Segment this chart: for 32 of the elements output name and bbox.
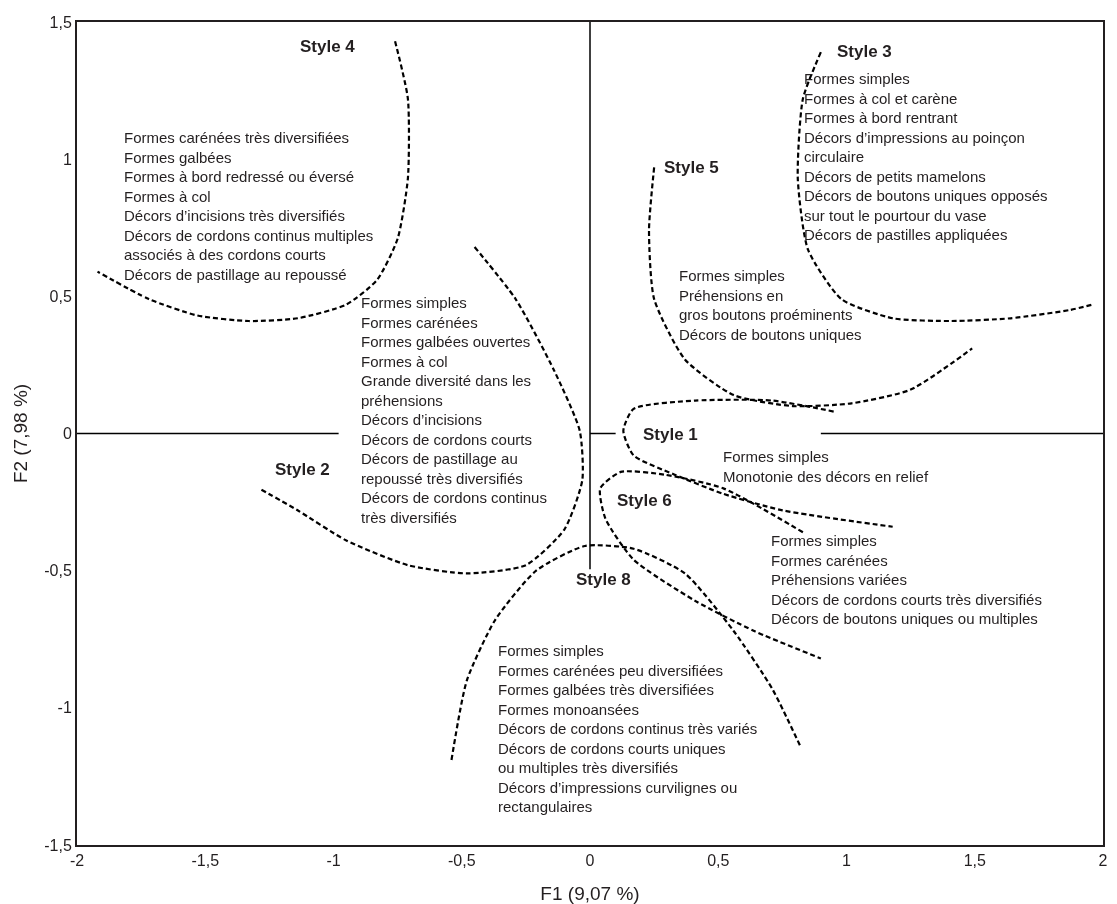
annotation: Style 8 [576,570,631,589]
x-tick-label: 1,5 [963,852,986,870]
y-tick-label: -1 [57,699,72,717]
annotation: Formes carénées très diversifiées Formes galbées Formes à bord redressé ou éversé Formes à col Décors d’incisions très diversifiés Décors de cordons continus multiples associés à des cordons courts Décors de pastillage au repoussé [124,129,374,283]
annotation: Formes simples Monotonie des décors en relief [723,448,929,485]
x-tick-label: 0,5 [707,852,730,870]
annotation: Style 4 [300,37,356,56]
y-tick-label: -0,5 [44,562,72,580]
y-tick-label: 1,5 [49,13,72,31]
y-tick-label: 0 [62,425,72,443]
y-tick-label: 0,5 [49,287,72,305]
x-tick-label: 1 [842,852,852,870]
x-tick-label: 0 [585,852,595,870]
annotation: Style 6 [617,491,672,510]
annotation: Style 3 [837,42,892,61]
x-tick-label: -0,5 [447,852,476,870]
y-tick-label: 1 [62,150,72,168]
annotation: Formes simples Préhensions en gros boutons proéminents Décors de boutons uniques [679,267,862,343]
x-axis-title: F1 (9,07 %) [540,883,640,904]
x-tick-label: -1,5 [191,852,220,870]
text: Formes simples Formes carénées peu diversifiées Formes galbées très diversifiées Formes monoansées Décors de cordons continus très variés Décors de cordons courts uniques ou multiples très diversifiés Décors d’impressions curvilignes ou rectangulaires [498,642,758,815]
annotation: Formes simples Formes carénées Préhensions variées Décors de cordons courts très diversifiés Décors de boutons uniques ou multiples [771,532,1042,627]
text: Formes simples Formes carénées Formes galbées ouvertes Formes à col Grande diversité dans les préhensions Décors d’incisions Décors de cordons courts Décors de pastillage au repoussé très diversifiés Décors de cordons continus très diversifiés [361,294,547,526]
x-tick-label: -2 [69,852,85,870]
y-axis-title: F2 (7,98 %) [9,383,31,484]
annotation: Style 1 [643,425,698,444]
text: Formes simples Formes à col et carène Formes à bord rentrant Décors d’impressions au poinçon circulaire Décors de petits mamelons Décors de boutons uniques opposés sur tout le pourtour du vase Décors de pastilles appliquées [804,70,1048,243]
annotation: Style 5 [664,158,719,177]
annotation: Style 2 [275,460,330,479]
x-tick-label: -1 [326,852,341,870]
x-tick-label: 2 [1098,852,1108,870]
y-tick-label: -1,5 [44,836,72,854]
